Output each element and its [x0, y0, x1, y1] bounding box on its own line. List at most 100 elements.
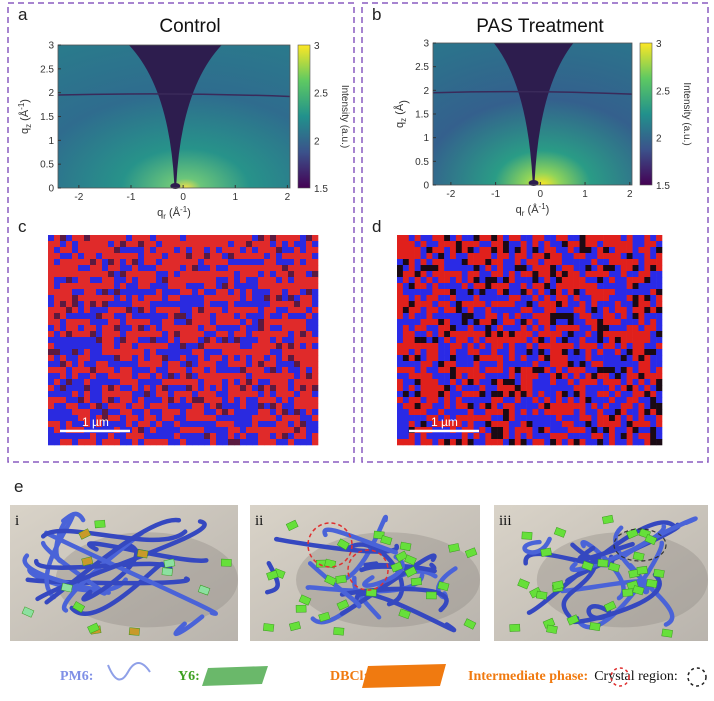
pixel: [96, 415, 103, 422]
pixel: [60, 253, 67, 260]
pixel: [426, 295, 433, 302]
pixel: [420, 241, 427, 248]
pixel: [192, 373, 199, 380]
pixel: [573, 415, 580, 422]
pixel: [204, 307, 211, 314]
pixel: [632, 433, 639, 440]
molecule: [517, 578, 530, 590]
pixel: [520, 331, 527, 338]
pixel: [455, 415, 463, 422]
pixel: [561, 439, 569, 446]
pixel: [420, 391, 427, 398]
pixel: [192, 415, 199, 422]
pixel: [150, 337, 157, 344]
pixel: [520, 439, 527, 446]
pixel: [532, 247, 539, 254]
pixel: [102, 397, 109, 404]
colorbar-tick-label: 2.5: [314, 89, 328, 100]
pixel: [264, 241, 271, 248]
pixel: [497, 253, 504, 260]
intermediate-circle: [307, 522, 353, 568]
pixel: [585, 295, 592, 302]
pixel: [626, 403, 633, 410]
pixel: [222, 271, 229, 278]
pixel: [54, 313, 61, 320]
pixel: [573, 283, 580, 290]
pixel: [591, 247, 598, 254]
pixel: [48, 349, 55, 356]
pixel: [48, 301, 55, 308]
pixel: [228, 361, 235, 368]
pixel: [102, 421, 109, 428]
pixel: [66, 367, 73, 374]
pixel: [210, 277, 217, 284]
pixel: [556, 409, 563, 416]
pixel: [556, 367, 563, 374]
pixel: [84, 265, 91, 272]
pixel: [538, 337, 545, 344]
pixel: [282, 265, 289, 272]
pixel: [408, 349, 415, 356]
pixel: [108, 391, 115, 398]
pixel: [603, 361, 610, 368]
pixel: [90, 349, 97, 356]
pixel: [485, 409, 492, 416]
pixel: [210, 391, 217, 398]
pixel: [234, 253, 241, 260]
pixel: [294, 427, 301, 434]
pixel: [573, 379, 580, 386]
pixel: [222, 439, 229, 446]
pixel: [198, 373, 205, 380]
polymer-ribbon: [354, 591, 457, 633]
pixel: [550, 379, 557, 386]
part-label: i: [15, 513, 19, 529]
axis-label: qz (Å): [393, 100, 410, 128]
pixel: [156, 271, 163, 278]
pixel: [591, 325, 598, 332]
pixel: [526, 307, 533, 314]
pixel: [186, 319, 193, 326]
pixel: [420, 265, 427, 272]
pixel: [102, 433, 109, 440]
pixel: [414, 385, 421, 392]
pixel: [461, 373, 468, 380]
pixel: [66, 379, 73, 386]
pixel: [579, 325, 586, 332]
pixel: [438, 409, 445, 416]
pixel: [450, 313, 457, 320]
pixel: [234, 415, 241, 422]
pixel: [556, 301, 563, 308]
pixel: [246, 397, 253, 404]
pixel: [240, 313, 247, 320]
pixel: [264, 421, 271, 428]
pixel: [126, 433, 133, 440]
pixel: [102, 295, 109, 302]
pixel: [544, 307, 551, 314]
pixel: [603, 415, 610, 422]
pixel: [544, 259, 551, 266]
pixel: [156, 301, 163, 308]
pixel: [102, 277, 109, 284]
pixel: [620, 433, 627, 440]
pixel: [550, 397, 557, 404]
pixel: [90, 271, 97, 278]
pixel: [650, 361, 657, 368]
pixel: [455, 307, 463, 314]
pixel: [270, 403, 277, 410]
pixel: [120, 241, 127, 248]
pixel: [508, 439, 516, 446]
pixel: [192, 367, 199, 374]
pixel: [408, 283, 415, 290]
pixel: [591, 385, 598, 392]
pixel: [620, 271, 627, 278]
pixel: [520, 307, 527, 314]
pixel: [96, 403, 103, 410]
pixel: [479, 325, 486, 332]
pixel: [276, 289, 283, 296]
pixel: [503, 349, 510, 356]
pixel: [180, 247, 187, 254]
pixel: [96, 283, 103, 290]
pixel: [186, 391, 193, 398]
pixel: [300, 427, 307, 434]
pixel: [426, 259, 433, 266]
